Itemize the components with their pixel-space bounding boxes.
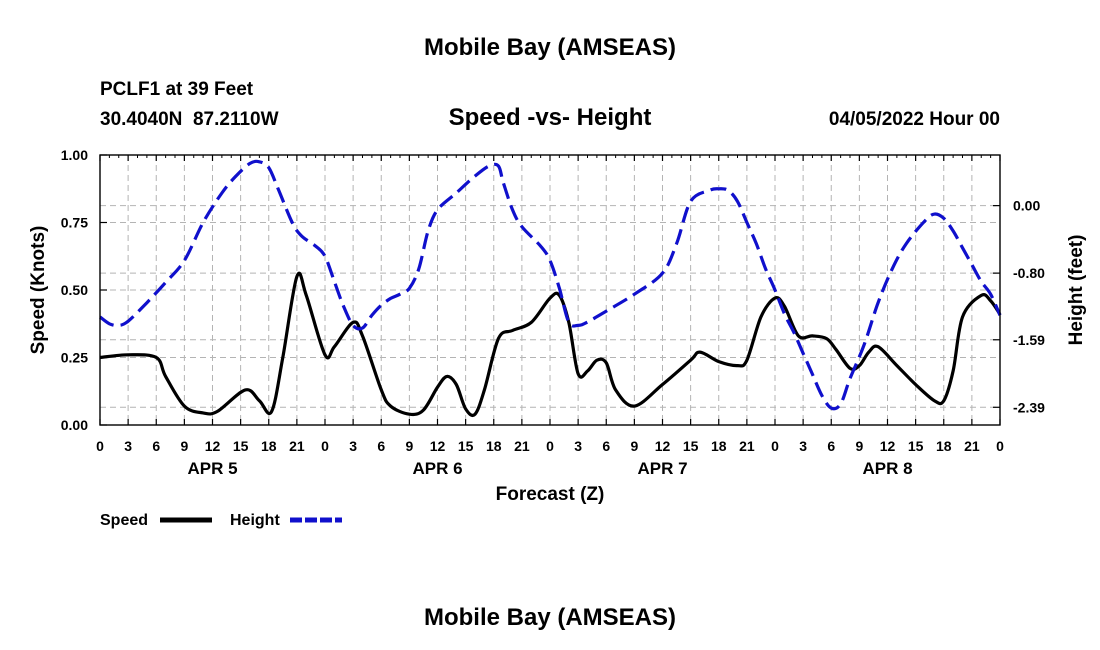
x-tick-label: 12 <box>205 438 221 454</box>
y2-axis-label: Height (feet) <box>1066 235 1087 346</box>
x-tick-label: 12 <box>430 438 446 454</box>
x-tick-label: 3 <box>349 438 357 454</box>
day-label: APR 5 <box>187 459 237 478</box>
x-tick-label: 0 <box>321 438 329 454</box>
page-title: Mobile Bay (AMSEAS) <box>424 34 676 61</box>
y2-tick-label: -0.80 <box>1013 265 1045 281</box>
x-tick-label: 9 <box>630 438 638 454</box>
x-tick-label: 6 <box>152 438 160 454</box>
series-lines <box>99 159 1002 417</box>
forecast-date-label: 04/05/2022 Hour 00 <box>829 109 1000 130</box>
y-tick-label: 0.75 <box>61 215 88 231</box>
y-tick-label: 1.00 <box>61 147 88 163</box>
plot-frame <box>99 154 1001 426</box>
x-tick-label: 0 <box>771 438 779 454</box>
x-tick-label: 21 <box>964 438 980 454</box>
x-tick-label: 18 <box>936 438 952 454</box>
x-tick-label: 18 <box>711 438 727 454</box>
legend-height-label: Height <box>230 512 280 529</box>
x-tick-label: 9 <box>405 438 413 454</box>
grid <box>100 155 1000 425</box>
x-tick-label: 21 <box>289 438 305 454</box>
x-tick-label: 0 <box>996 438 1004 454</box>
y-tick-label: 0.50 <box>61 282 88 298</box>
series-line-speed <box>99 271 1002 417</box>
x-tick-label: 3 <box>799 438 807 454</box>
y-axis-label: Speed (Knots) <box>28 226 49 355</box>
x-tick-label: 6 <box>827 438 835 454</box>
series-line-height <box>99 159 1002 411</box>
station-label: PCLF1 at 39 Feet <box>100 79 254 100</box>
x-tick-label: 18 <box>486 438 502 454</box>
y2-tick-label: -1.59 <box>1013 332 1045 348</box>
x-tick-label: 9 <box>180 438 188 454</box>
y2-tick-label: -2.39 <box>1013 399 1045 415</box>
x-tick-label: 0 <box>96 438 104 454</box>
day-label: APR 6 <box>412 459 462 478</box>
y2-tick-label: 0.00 <box>1013 198 1040 214</box>
x-tick-label: 15 <box>683 438 699 454</box>
day-label: APR 7 <box>637 459 687 478</box>
x-tick-label: 0 <box>546 438 554 454</box>
x-tick-label: 12 <box>880 438 896 454</box>
axis-ticks: 0 3 6 9 12 15 18 21 0 3 6 9 12 15 18 21 0 3 6 9 12 15 18 21 0 3 6 9… <box>61 147 1045 478</box>
x-tick-label: 21 <box>514 438 530 454</box>
chart-title: Speed -vs- Height <box>449 104 652 131</box>
y-tick-label: 0.25 <box>61 350 88 366</box>
x-tick-label: 18 <box>261 438 277 454</box>
x-tick-label: 3 <box>124 438 132 454</box>
x-tick-label: 15 <box>908 438 924 454</box>
coordinates-label: 30.4040N 87.2110W <box>100 109 279 130</box>
day-label: APR 8 <box>862 459 912 478</box>
x-tick-label: 12 <box>655 438 671 454</box>
x-tick-label: 9 <box>855 438 863 454</box>
x-tick-label: 6 <box>377 438 385 454</box>
x-tick-label: 3 <box>574 438 582 454</box>
footer-title: Mobile Bay (AMSEAS) <box>424 604 676 631</box>
x-tick-label: 15 <box>233 438 249 454</box>
y-tick-label: 0.00 <box>61 417 88 433</box>
x-tick-label: 21 <box>739 438 755 454</box>
x-axis-label: Forecast (Z) <box>496 484 605 505</box>
legend: Speed Height <box>100 512 342 529</box>
x-tick-label: 6 <box>602 438 610 454</box>
x-tick-label: 15 <box>458 438 474 454</box>
legend-speed-label: Speed <box>100 512 148 529</box>
